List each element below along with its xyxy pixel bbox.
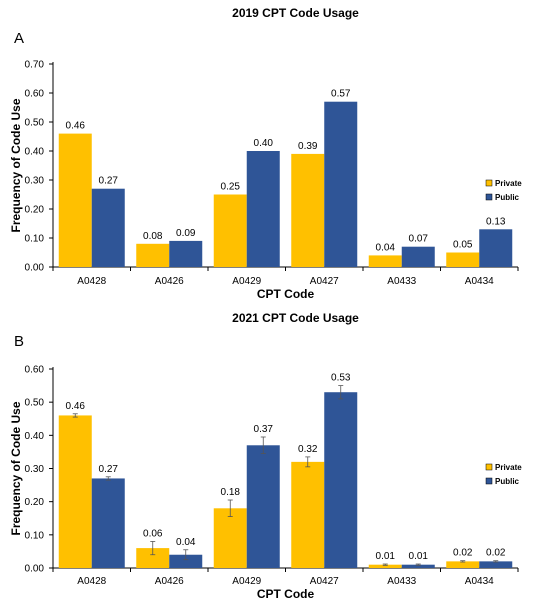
y-tick-label: 0.70 bbox=[25, 60, 45, 71]
data-label-private: 0.04 bbox=[376, 242, 396, 253]
data-label-public: 0.02 bbox=[486, 548, 506, 559]
y-tick-label: 0.40 bbox=[25, 431, 45, 442]
bar-private-a0428 bbox=[58, 415, 92, 568]
data-label-public: 0.13 bbox=[486, 216, 506, 227]
data-label-private: 0.18 bbox=[221, 487, 241, 498]
data-label-private: 0.39 bbox=[298, 141, 318, 152]
data-label-public: 0.09 bbox=[176, 228, 196, 239]
chart-title: 2021 CPT Code Usage bbox=[232, 311, 359, 325]
y-axis-label: Frequency of Code Use bbox=[9, 401, 23, 535]
bar-private-a0426 bbox=[136, 243, 170, 267]
data-label-public: 0.27 bbox=[99, 464, 119, 475]
x-tick-label: A0426 bbox=[155, 276, 184, 287]
bar-private-a0429 bbox=[213, 508, 247, 568]
y-tick-label: 0.00 bbox=[25, 263, 45, 274]
data-label-public: 0.57 bbox=[331, 89, 351, 100]
x-axis-label: CPT Code bbox=[257, 287, 315, 301]
legend-label-public: Public bbox=[495, 193, 520, 202]
bar-private-a0427 bbox=[291, 153, 325, 267]
data-label-public: 0.40 bbox=[254, 138, 274, 149]
panel-letter: B bbox=[14, 333, 24, 350]
bar-public-a0429 bbox=[246, 445, 280, 568]
panel-letter: A bbox=[14, 30, 24, 47]
bar-public-a0427 bbox=[324, 392, 358, 568]
data-label-public: 0.37 bbox=[254, 424, 274, 435]
bar-private-a0427 bbox=[291, 461, 325, 568]
data-label-private: 0.01 bbox=[376, 551, 396, 562]
bar-private-a0434 bbox=[446, 561, 480, 568]
data-label-public: 0.01 bbox=[409, 551, 429, 562]
bar-public-a0429 bbox=[246, 151, 280, 267]
data-label-private: 0.02 bbox=[453, 548, 473, 559]
x-tick-label: A0427 bbox=[310, 576, 339, 587]
data-label-public: 0.27 bbox=[99, 176, 119, 187]
data-label-public: 0.53 bbox=[331, 373, 351, 384]
chart-panel-b: 2021 CPT Code Usage B 0.00 0.10 0.20 0.30 0.40… bbox=[9, 311, 522, 601]
data-label-private: 0.05 bbox=[453, 240, 473, 251]
y-tick-label: 0.40 bbox=[25, 147, 45, 158]
y-tick-label: 0.00 bbox=[25, 564, 45, 575]
bar-private-a0433 bbox=[368, 255, 402, 267]
y-tick-label: 0.20 bbox=[25, 205, 45, 216]
bar-public-a0434 bbox=[479, 561, 513, 568]
data-label-private: 0.46 bbox=[66, 121, 86, 132]
x-tick-label: A0427 bbox=[310, 276, 339, 287]
data-label-private: 0.25 bbox=[221, 182, 241, 193]
y-tick-label: 0.10 bbox=[25, 530, 45, 541]
y-tick-label: 0.30 bbox=[25, 464, 45, 475]
bar-public-a0427 bbox=[324, 101, 358, 267]
x-tick-label: A0426 bbox=[155, 576, 184, 587]
bar-public-a0426 bbox=[169, 554, 203, 568]
bar-public-a0428 bbox=[91, 478, 125, 568]
bar-private-a0429 bbox=[213, 194, 247, 267]
x-tick-label: A0429 bbox=[232, 576, 261, 587]
x-axis-label: CPT Code bbox=[257, 587, 315, 601]
x-tick-label: A0428 bbox=[77, 576, 106, 587]
y-axis-label: Frequency of Code Use bbox=[9, 98, 23, 232]
legend-label-public: Public bbox=[495, 477, 520, 486]
y-tick-label: 0.20 bbox=[25, 497, 45, 508]
x-tick-label: A0434 bbox=[465, 576, 494, 587]
x-tick-label: A0429 bbox=[232, 276, 261, 287]
data-label-public: 0.04 bbox=[176, 537, 196, 548]
legend-swatch-public bbox=[485, 193, 493, 201]
y-tick-label: 0.10 bbox=[25, 234, 45, 245]
data-label-public: 0.07 bbox=[409, 234, 429, 245]
legend: Private Public bbox=[485, 463, 522, 486]
chart-title: 2019 CPT Code Usage bbox=[232, 6, 359, 20]
bar-public-a0434 bbox=[479, 229, 513, 267]
legend-label-private: Private bbox=[495, 463, 522, 472]
bar-private-a0434 bbox=[446, 252, 480, 267]
bar-private-a0428 bbox=[58, 133, 92, 267]
bar-private-a0426 bbox=[136, 548, 170, 568]
x-tick-label: A0434 bbox=[465, 276, 494, 287]
x-tick-label: A0433 bbox=[387, 576, 416, 587]
legend-label-private: Private bbox=[495, 179, 522, 188]
y-tick-label: 0.60 bbox=[25, 365, 45, 376]
y-tick-label: 0.50 bbox=[25, 118, 45, 129]
bar-public-a0426 bbox=[169, 240, 203, 267]
bar-public-a0428 bbox=[91, 188, 125, 267]
data-label-private: 0.46 bbox=[66, 401, 86, 412]
legend-swatch-private bbox=[485, 179, 493, 187]
y-tick-label: 0.30 bbox=[25, 176, 45, 187]
chart-panel-a: 2019 CPT Code Usage A 0.00 0.10 0.20 0.30 0.40… bbox=[9, 6, 522, 301]
bar-public-a0433 bbox=[401, 246, 435, 267]
data-label-private: 0.32 bbox=[298, 444, 318, 455]
y-tick-label: 0.60 bbox=[25, 89, 45, 100]
legend-swatch-public bbox=[485, 477, 493, 485]
y-tick-label: 0.50 bbox=[25, 398, 45, 409]
legend: Private Public bbox=[485, 179, 522, 202]
x-tick-label: A0428 bbox=[77, 276, 106, 287]
legend-swatch-private bbox=[485, 463, 493, 471]
data-label-private: 0.06 bbox=[143, 528, 163, 539]
bar-public-a0433 bbox=[401, 564, 435, 568]
bar-private-a0433 bbox=[368, 564, 402, 568]
x-tick-label: A0433 bbox=[387, 276, 416, 287]
data-label-private: 0.08 bbox=[143, 231, 163, 242]
